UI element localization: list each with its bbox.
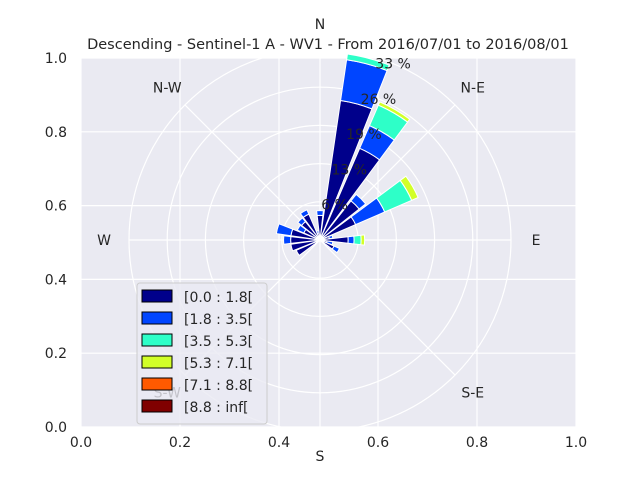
x-tick-label: 1.0 [565, 435, 587, 451]
windrose-bar-segment [347, 235, 355, 245]
polar-spoke [319, 239, 456, 376]
legend-label: [3.5 : 5.3[ [184, 334, 253, 350]
bars [275, 53, 419, 257]
direction-label: S [316, 449, 325, 465]
ring-label: 26 % [361, 92, 397, 108]
x-tick-label: 0.0 [70, 435, 92, 451]
windrose-bar-segment [315, 230, 320, 235]
windrose-bar-segment [360, 234, 366, 246]
y-tick-label: 0.8 [45, 125, 67, 141]
windrose-bar-segment [377, 101, 411, 123]
windrose-bar-segment [299, 209, 310, 219]
windrose-bar-segment [350, 193, 367, 210]
y-tick-label: 0.6 [45, 199, 67, 215]
direction-label: W [97, 233, 111, 249]
windrose-bar-segment [353, 234, 362, 246]
x-tick-label: 0.6 [367, 435, 389, 451]
legend-label: [5.3 : 7.1[ [184, 356, 253, 372]
legend-label: [1.8 : 3.5[ [184, 312, 253, 328]
legend-label: [0.0 : 1.8[ [184, 290, 253, 306]
windrose-bar-segment [296, 224, 307, 234]
direction-label: N-E [461, 80, 485, 96]
direction-label: N-W [153, 80, 182, 96]
legend-swatch [141, 333, 173, 347]
ring-labels: 6 % 13 % 19 % 26 % 33 % [321, 57, 411, 214]
y-tick-label: 1.0 [45, 51, 67, 67]
windrose-bar-segment [275, 223, 294, 237]
polar-spoke [184, 104, 321, 241]
x-tick-labels: 0.0 0.2 0.4 0.6 0.8 1.0 [70, 435, 587, 451]
legend-label: [8.8 : inf[ [184, 400, 249, 416]
direction-label: N [315, 17, 325, 33]
legend-swatch [141, 355, 173, 369]
legend-swatch [141, 377, 173, 391]
y-tick-label: 0.4 [45, 272, 67, 288]
windrose-bar-segment [297, 217, 307, 227]
y-tick-labels: 0.0 0.2 0.4 0.6 0.8 1.0 [45, 51, 67, 436]
legend-swatch [141, 289, 173, 303]
ring-label: 19 % [346, 127, 382, 143]
ring-label: 13 % [331, 162, 367, 178]
chart-title: Descending - Sentinel-1 A - WV1 - From 2… [87, 37, 569, 53]
windrose-bar-segment [399, 175, 419, 201]
windrose-bar-segment [283, 235, 292, 245]
ring-label: 33 % [375, 57, 411, 73]
windrose-bar-segment [346, 53, 390, 72]
direction-label: E [532, 233, 541, 249]
legend-swatch [141, 399, 173, 413]
x-tick-label: 0.8 [466, 435, 488, 451]
x-tick-label: 0.2 [169, 435, 191, 451]
legend-label: [7.1 : 8.8[ [184, 378, 253, 394]
windrose-bar-segment [295, 239, 321, 257]
x-tick-label: 0.4 [268, 435, 290, 451]
windrose-bar-segment [331, 245, 341, 254]
windrose-bar-segment [316, 210, 324, 217]
y-tick-label: 0.2 [45, 346, 67, 362]
legend: [0.0 : 1.8[ [1.8 : 3.5[ [3.5 : 5.3[ [5.3 : … [136, 282, 268, 425]
ring-label: 6 % [321, 198, 348, 214]
windrose-bar-segment [290, 239, 321, 252]
y-tick-label: 0.0 [45, 420, 67, 436]
legend-swatch [141, 311, 173, 325]
direction-label: S-E [461, 386, 484, 402]
